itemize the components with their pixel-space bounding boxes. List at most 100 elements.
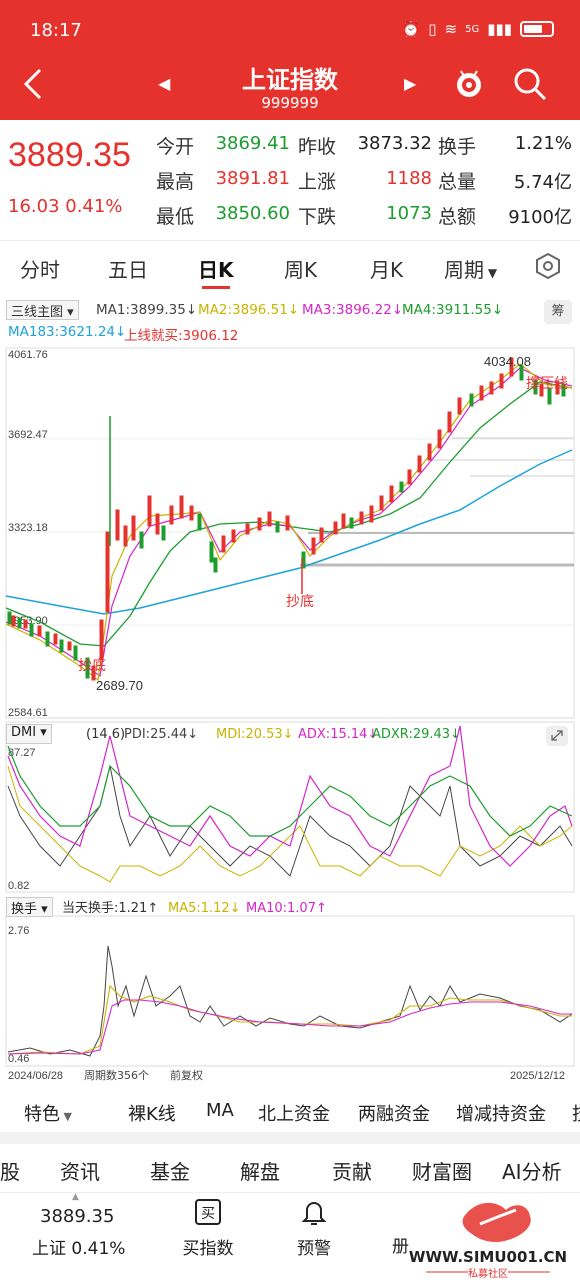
watermark-text: WWW.SIMU001.CN: [409, 1248, 567, 1266]
indicator-naked-k[interactable]: 裸K线: [128, 1104, 176, 1125]
tab-analysis[interactable]: 解盘: [240, 1160, 280, 1184]
tab-stock[interactable]: 股: [0, 1160, 20, 1184]
tab-news[interactable]: 资讯: [60, 1160, 100, 1184]
high-value: 3891.81: [215, 168, 290, 189]
assistant-robot-icon[interactable]: [452, 66, 486, 100]
tab-ai-analysis[interactable]: AI分析: [502, 1160, 562, 1184]
active-tab-indicator: [202, 286, 230, 289]
turnover-ma10-line: [7, 999, 572, 1055]
buy-signal-label: 上线就买:3906.12: [124, 328, 239, 344]
status-bar: 18:17 ⏰ ▯ ≋ 5G ▮▮▮: [0, 0, 580, 60]
bottom-change[interactable]: 上证 0.41%: [32, 1239, 126, 1259]
turnover-today-label: 当天换手:1.21↑: [62, 901, 158, 916]
chip-distribution-button[interactable]: 筹: [544, 300, 572, 324]
decline-label: 下跌: [298, 206, 337, 228]
next-stock-button[interactable]: ▶: [404, 74, 417, 93]
dmi-adxr-line: [7, 745, 573, 837]
chevron-down-icon: ▾: [36, 725, 47, 740]
ma3-line: [5, 367, 573, 678]
prev-stock-button[interactable]: ◀: [158, 74, 171, 93]
vibrate-icon: ▯: [428, 20, 437, 38]
ma1-label: MA1:3899.35↓: [96, 302, 198, 318]
bottom-price[interactable]: 3889.35: [40, 1206, 115, 1227]
turnover-y-min: 0.46: [8, 1053, 29, 1065]
current-price: 3889.35: [8, 136, 131, 174]
tab-period-label: 周期: [444, 258, 484, 282]
price-change: 16.03 0.41%: [8, 196, 123, 217]
y-tick-label: 3323.18: [8, 522, 48, 534]
page-title: 上证指数: [242, 66, 338, 94]
indicator-featured[interactable]: 特色 ▼: [24, 1100, 72, 1126]
expand-icon[interactable]: [546, 726, 568, 746]
settings-hexagon-icon[interactable]: [534, 252, 562, 280]
alarm-icon: ⏰: [401, 20, 421, 38]
tab-daily-k[interactable]: 日K: [198, 258, 234, 282]
tab-wealth-circle[interactable]: 财富圈: [412, 1160, 472, 1184]
chevron-down-icon: ▼: [484, 266, 498, 280]
candlesticks: [7, 357, 566, 681]
status-icons: ⏰ ▯ ≋ 5G ▮▮▮: [402, 20, 554, 38]
alert-button[interactable]: 预警: [274, 1198, 354, 1259]
turnover-indicator-select[interactable]: 换手 ▾: [6, 897, 53, 917]
ma3-label: MA3:3896.22↓: [302, 302, 404, 318]
advance-value: 1188: [386, 168, 432, 189]
advance-label: 上涨: [298, 171, 337, 193]
adjust-mode: 前复权: [170, 1068, 203, 1082]
tab-funds[interactable]: 基金: [150, 1160, 190, 1184]
watermark-logo: WWW.SIMU001.CN 私募社区: [409, 1202, 567, 1280]
turnover-y-max: 2.76: [8, 925, 29, 937]
start-date: 2024/06/28: [8, 1070, 63, 1082]
indicator-more[interactable]: 技: [572, 1100, 580, 1126]
kline-chart[interactable]: 4061.76 3692.47 3323.18 2953.90 2584.61: [0, 346, 580, 1082]
tab-weekly-k[interactable]: 周K: [284, 258, 318, 282]
battery-icon: [520, 21, 554, 37]
dmi-mdi-line: [7, 765, 573, 883]
back-button[interactable]: [20, 66, 46, 102]
main-chart-type-label: 三线主图: [11, 305, 64, 320]
open-value: 3869.41: [215, 133, 290, 154]
buy-icon: 买: [195, 1199, 221, 1225]
decline-value: 1073: [386, 203, 432, 224]
turnover-ma5-label: MA5:1.12↓: [168, 901, 241, 916]
bottom-signal-label: 抄底: [78, 658, 106, 674]
chevron-down-icon: ▾: [37, 902, 48, 917]
buy-index-button[interactable]: 买 买指数: [168, 1198, 248, 1259]
end-date: 2025/12/12: [510, 1070, 565, 1082]
dmi-adx-label: ADX:15.14↓: [298, 727, 378, 742]
main-chart-type-select[interactable]: 三线主图 ▾: [6, 300, 79, 320]
low-label: 最低: [156, 206, 195, 228]
dmi-indicator-select[interactable]: DMI ▾: [6, 724, 52, 744]
dmi-pdi-label: PDI:25.44↓: [124, 727, 198, 742]
tab-five-day[interactable]: 五日: [108, 258, 148, 282]
search-icon[interactable]: [512, 66, 548, 102]
turnover-line: [7, 945, 573, 1057]
amount-value: 9100亿: [508, 207, 572, 228]
dmi-pdi-line: [7, 765, 573, 877]
dmi-y-min: 0.82: [8, 880, 29, 892]
turnover-ma10-label: MA10:1.07↑: [246, 901, 327, 916]
prev-close-value: 3873.32: [357, 133, 432, 154]
chevron-down-icon: ▾: [63, 305, 74, 320]
tab-contribution[interactable]: 贡献: [332, 1160, 372, 1184]
tab-monthly-k[interactable]: 月K: [370, 258, 404, 282]
support-resistance-label: 撑压线: [526, 376, 568, 392]
open-label: 今开: [156, 136, 195, 158]
ma183-line: [5, 449, 573, 615]
turnover-label: 换手: [438, 136, 477, 158]
y-tick-label: 4061.76: [8, 349, 48, 361]
bell-icon: [301, 1202, 327, 1225]
tab-intraday[interactable]: 分时: [20, 258, 60, 282]
turnover-select-label: 换手: [11, 902, 38, 917]
volume-label: 总量: [438, 171, 477, 193]
buy-index-label: 买指数: [182, 1239, 234, 1259]
indicator-ma[interactable]: MA: [206, 1100, 234, 1121]
indicator-holding-change[interactable]: 增减持资金: [456, 1104, 546, 1125]
more-button[interactable]: 册: [392, 1237, 409, 1257]
indicator-margin[interactable]: 两融资金: [358, 1104, 430, 1125]
ma2-line: [5, 363, 573, 682]
tab-period[interactable]: 周期 ▼: [444, 254, 497, 283]
prev-close-label: 昨收: [298, 136, 337, 158]
indicator-northbound[interactable]: 北上资金: [258, 1104, 330, 1125]
dmi-adx-line: [7, 725, 573, 867]
y-tick-label: 3692.47: [8, 429, 48, 441]
